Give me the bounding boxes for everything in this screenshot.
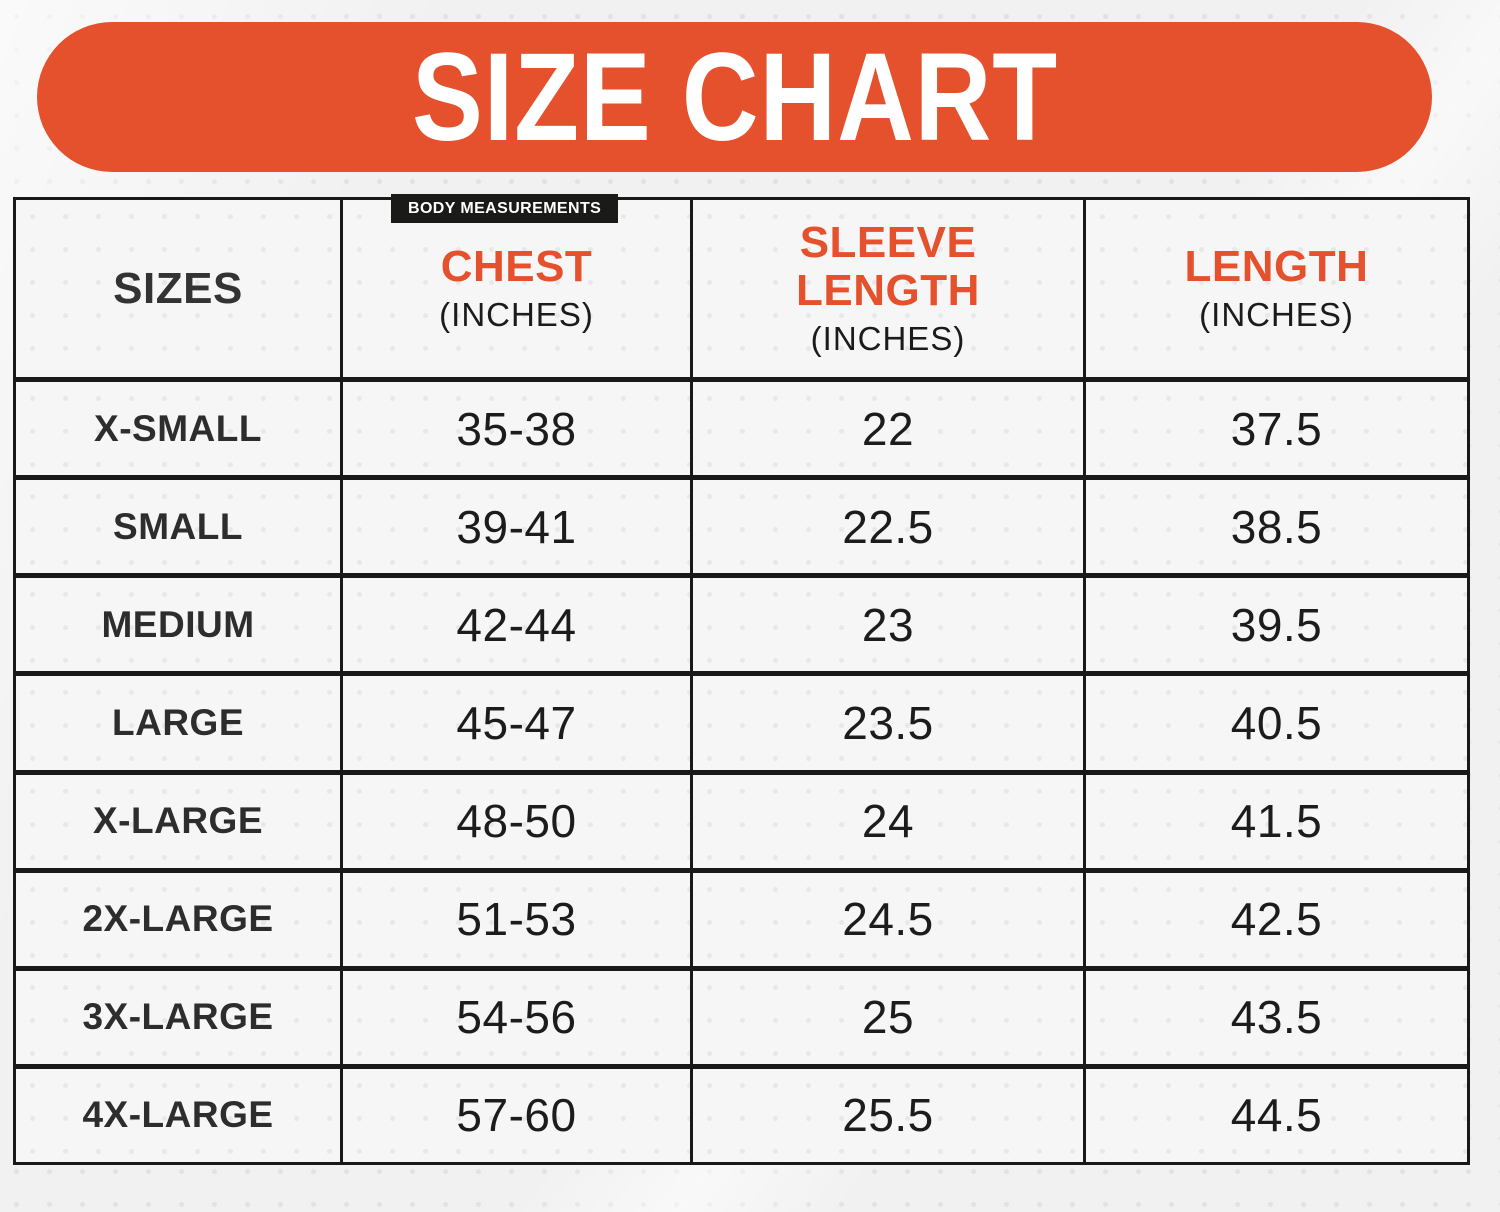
length-cell: 39.5 bbox=[1086, 578, 1467, 672]
chest-cell: 39-41 bbox=[343, 480, 690, 574]
chest-cell: 45-47 bbox=[343, 676, 690, 770]
size-cell: X-SMALL bbox=[16, 382, 340, 476]
sleeve-cell: 23.5 bbox=[693, 676, 1083, 770]
column-sublabel: (INCHES) bbox=[439, 296, 594, 334]
sleeve-cell: 25.5 bbox=[693, 1068, 1083, 1162]
size-cell: X-LARGE bbox=[16, 774, 340, 868]
sleeve-cell: 22.5 bbox=[693, 480, 1083, 574]
length-cell: 42.5 bbox=[1086, 872, 1467, 966]
sleeve-cell: 24 bbox=[693, 774, 1083, 868]
size-cell: MEDIUM bbox=[16, 578, 340, 672]
column-label: SIZES bbox=[113, 263, 243, 313]
chest-cell: 51-53 bbox=[343, 872, 690, 966]
sleeve-cell: 25 bbox=[693, 970, 1083, 1064]
chest-cell: 48-50 bbox=[343, 774, 690, 868]
body-measurements-badge: BODY MEASUREMENTS bbox=[391, 194, 619, 223]
length-cell: 41.5 bbox=[1086, 774, 1467, 868]
size-cell: 2X-LARGE bbox=[16, 872, 340, 966]
length-cell: 37.5 bbox=[1086, 382, 1467, 476]
size-table: BODY MEASUREMENTS SIZES CHEST (INCHES) S… bbox=[13, 194, 1470, 1165]
chest-cell: 42-44 bbox=[343, 578, 690, 672]
size-cell: 4X-LARGE bbox=[16, 1068, 340, 1162]
column-label: LENGTH bbox=[1184, 241, 1369, 291]
header-cell-length: LENGTH (INCHES) bbox=[1086, 200, 1467, 377]
chest-cell: 57-60 bbox=[343, 1068, 690, 1162]
sleeve-cell: 24.5 bbox=[693, 872, 1083, 966]
page-title: SIZE CHART bbox=[411, 27, 1058, 167]
size-cell: SMALL bbox=[16, 480, 340, 574]
column-label: SLEEVE LENGTH bbox=[796, 217, 980, 315]
chest-cell: 35-38 bbox=[343, 382, 690, 476]
table-grid: SIZES CHEST (INCHES) SLEEVE LENGTH (INCH… bbox=[13, 197, 1470, 1165]
column-sublabel: (INCHES) bbox=[810, 320, 966, 358]
header-cell-chest: CHEST (INCHES) bbox=[343, 200, 690, 377]
sleeve-cell: 22 bbox=[693, 382, 1083, 476]
length-cell: 38.5 bbox=[1086, 480, 1467, 574]
length-cell: 43.5 bbox=[1086, 970, 1467, 1064]
size-cell: LARGE bbox=[16, 676, 340, 770]
length-cell: 44.5 bbox=[1086, 1068, 1467, 1162]
header-cell-sleeve-length: SLEEVE LENGTH (INCHES) bbox=[693, 200, 1083, 377]
chest-cell: 54-56 bbox=[343, 970, 690, 1064]
length-cell: 40.5 bbox=[1086, 676, 1467, 770]
size-cell: 3X-LARGE bbox=[16, 970, 340, 1064]
title-banner: SIZE CHART bbox=[37, 22, 1432, 172]
header-cell-sizes: SIZES bbox=[16, 200, 340, 377]
column-label: CHEST bbox=[440, 241, 593, 291]
column-sublabel: (INCHES) bbox=[1199, 296, 1354, 334]
sleeve-cell: 23 bbox=[693, 578, 1083, 672]
badge-label: BODY MEASUREMENTS bbox=[408, 199, 602, 217]
